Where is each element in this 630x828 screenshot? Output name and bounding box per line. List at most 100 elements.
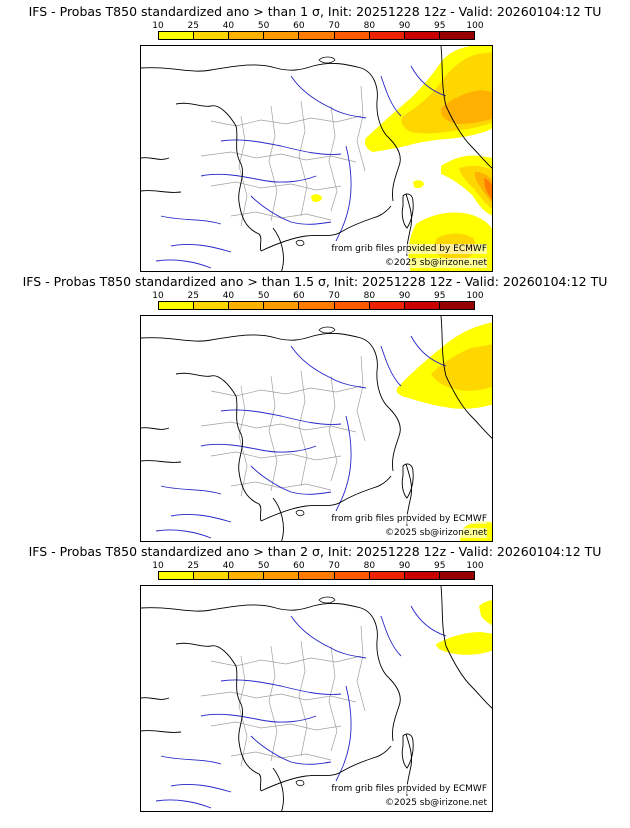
- color-swatch: [369, 572, 405, 579]
- scale-label: 100: [466, 291, 484, 301]
- scale-label: 70: [328, 561, 340, 571]
- scale-label: 25: [187, 21, 199, 31]
- scale-label: 95: [434, 291, 446, 301]
- color-swatch: [439, 572, 474, 579]
- color-swatch: [439, 302, 474, 309]
- panel-title: IFS - Probas T850 standardized ano > tha…: [28, 544, 602, 559]
- scale-label: 40: [222, 291, 235, 301]
- coastlines: [141, 46, 492, 271]
- coastlines: [141, 316, 492, 541]
- scale-label: 60: [293, 291, 305, 301]
- color-swatch: [159, 32, 195, 39]
- map-panel-3: IFS - Probas T850 standardized ano > tha…: [0, 544, 630, 812]
- scale-label: 90: [398, 21, 411, 31]
- island: [318, 326, 336, 334]
- internal-borders: [200, 355, 366, 497]
- corsica: [401, 193, 414, 229]
- scale-label: 40: [222, 21, 235, 31]
- color-swatch: [159, 302, 195, 309]
- color-swatch: [334, 572, 370, 579]
- scale-label: 90: [398, 291, 411, 301]
- color-swatch: [264, 32, 300, 39]
- corsica: [401, 463, 414, 499]
- prob-area-north-east: [479, 600, 492, 626]
- prob-area-east-switzerland: [436, 632, 492, 655]
- scale-label: 50: [257, 291, 270, 301]
- color-scale-bar: [158, 31, 475, 40]
- prob-area-italy-60: [484, 178, 492, 200]
- color-scale-labels: 10 25 40 50 60 70 80 90 95 100: [152, 561, 483, 571]
- color-swatch: [194, 302, 230, 309]
- scale-label: 25: [187, 291, 199, 301]
- color-swatch: [404, 572, 440, 579]
- france-map: from grib files provided by ECMWF ©2025 …: [140, 585, 493, 812]
- copyright-note: ©2025 sb@irizone.net: [385, 528, 487, 538]
- island: [295, 779, 305, 787]
- color-swatch: [334, 302, 370, 309]
- map-panel-1: IFS - Probas T850 standardized ano > tha…: [0, 4, 630, 272]
- color-scale-bar: [158, 301, 475, 310]
- color-scale-labels: 10 25 40 50 60 70 80 90 95 100: [152, 21, 483, 31]
- scale-label: 80: [363, 561, 376, 571]
- color-swatch: [194, 572, 230, 579]
- color-swatch: [404, 302, 440, 309]
- scale-label: 95: [434, 561, 446, 571]
- color-swatch: [264, 572, 300, 579]
- scale-label: 10: [152, 291, 164, 301]
- island: [295, 239, 305, 247]
- color-swatch: [159, 572, 195, 579]
- scale-label: 100: [466, 561, 484, 571]
- color-swatch: [369, 32, 405, 39]
- scale-label: 50: [257, 561, 270, 571]
- island: [318, 596, 336, 604]
- scale-label: 40: [222, 561, 235, 571]
- scale-label: 90: [398, 561, 411, 571]
- scale-label: 70: [328, 21, 340, 31]
- scale-label: 10: [152, 561, 164, 571]
- probability-field: [396, 322, 492, 541]
- scale-label: 60: [293, 21, 305, 31]
- panel-title: IFS - Probas T850 standardized ano > tha…: [22, 274, 608, 289]
- prob-area-switzerland-25: [431, 344, 492, 391]
- france-map: from grib files provided by ECMWF ©2025 …: [140, 315, 493, 542]
- island: [318, 56, 336, 64]
- corsica: [401, 733, 414, 769]
- data-source-note: from grib files provided by ECMWF: [331, 244, 487, 254]
- scale-label: 95: [434, 21, 446, 31]
- color-swatch: [299, 572, 335, 579]
- map-panel-2: IFS - Probas T850 standardized ano > tha…: [0, 274, 630, 542]
- copyright-note: ©2025 sb@irizone.net: [385, 258, 487, 268]
- prob-area-alps-40: [440, 90, 492, 124]
- scale-label: 10: [152, 21, 164, 31]
- color-scale-bar: [158, 571, 475, 580]
- scale-label: 80: [363, 21, 376, 31]
- color-swatch: [299, 302, 335, 309]
- color-swatch: [299, 32, 335, 39]
- island: [295, 509, 305, 517]
- color-swatch: [369, 302, 405, 309]
- probability-field: [311, 46, 492, 271]
- scale-label: 25: [187, 561, 199, 571]
- color-swatch: [334, 32, 370, 39]
- data-source-note: from grib files provided by ECMWF: [331, 784, 487, 794]
- map-svg: [141, 316, 492, 541]
- internal-borders: [200, 625, 366, 767]
- france-map: from grib files provided by ECMWF ©2025 …: [140, 45, 493, 272]
- scale-label: 100: [466, 21, 484, 31]
- color-swatch: [229, 32, 265, 39]
- prob-area-small: [413, 180, 424, 188]
- rivers: [155, 335, 447, 539]
- color-scale-labels: 10 25 40 50 60 70 80 90 95 100: [152, 291, 483, 301]
- prob-area-italy-40: [474, 172, 492, 203]
- probability-field: [436, 600, 492, 655]
- color-swatch: [264, 302, 300, 309]
- data-source-note: from grib files provided by ECMWF: [331, 514, 487, 524]
- color-swatch: [194, 32, 230, 39]
- scale-label: 60: [293, 561, 305, 571]
- scale-label: 70: [328, 291, 340, 301]
- scale-label: 50: [257, 21, 270, 31]
- prob-area-small: [311, 194, 322, 202]
- color-swatch: [404, 32, 440, 39]
- color-swatch: [229, 302, 265, 309]
- panel-title: IFS - Probas T850 standardized ano > tha…: [28, 4, 602, 19]
